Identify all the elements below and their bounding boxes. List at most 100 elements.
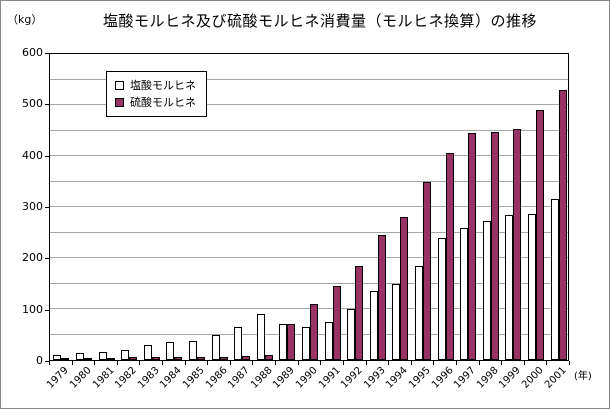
gridline [50, 257, 568, 258]
y-axis-tick [45, 104, 49, 106]
bar-morphine-sulfate [513, 129, 522, 360]
x-axis-tick [297, 361, 299, 365]
bar-morphine-hydrochloride [98, 352, 107, 360]
bar-morphine-hydrochloride [256, 314, 265, 360]
gridline [50, 282, 568, 284]
bar-morphine-hydrochloride [75, 353, 84, 360]
bar-morphine-sulfate [355, 265, 364, 360]
bar-morphine-hydrochloride [53, 354, 62, 360]
x-axis-tick [478, 361, 480, 365]
x-axis-tick [410, 361, 412, 365]
bar-morphine-sulfate [310, 303, 318, 360]
bar-morphine-sulfate [468, 133, 477, 360]
bar-morphine-hydrochloride [505, 214, 514, 360]
bar-morphine-sulfate [400, 217, 409, 360]
bar-morphine-sulfate [287, 324, 296, 360]
x-axis-tick [523, 361, 525, 365]
bar-morphine-sulfate [196, 356, 205, 360]
y-axis-label: 500 [22, 97, 43, 111]
y-axis-tick [45, 258, 49, 260]
bar-morphine-hydrochloride [392, 283, 401, 360]
bar-morphine-sulfate [219, 356, 228, 360]
bar-morphine-sulfate [174, 357, 183, 360]
bar-morphine-hydrochloride [211, 334, 220, 360]
bar-morphine-hydrochloride [460, 228, 469, 360]
x-axis-tick [252, 361, 254, 365]
gridline [50, 308, 568, 309]
legend: 塩酸モルヒネ 硫酸モルヒネ [106, 71, 207, 117]
bar-morphine-sulfate [83, 357, 92, 360]
x-axis-tick [342, 361, 344, 365]
x-axis-tick [184, 361, 186, 365]
x-axis-tick [433, 361, 435, 365]
x-axis-tick [116, 361, 118, 365]
gridline [50, 104, 568, 105]
bar-morphine-sulfate [106, 357, 115, 360]
x-axis-tick [229, 361, 231, 365]
gridline [50, 180, 568, 182]
bar-morphine-hydrochloride [369, 291, 378, 360]
x-axis-tick [207, 361, 209, 365]
bar-morphine-sulfate [536, 110, 545, 360]
chart-title: 塩酸モルヒネ及び硫酸モルヒネ消費量（モルヒネ換算）の推移 [102, 12, 537, 30]
y-axis-tick [45, 207, 49, 208]
gridline [50, 206, 568, 207]
x-axis-tick [569, 361, 570, 365]
legend-label: 硫酸モルヒネ [130, 96, 196, 109]
legend-swatch [115, 81, 124, 90]
y-axis-label: 0 [36, 354, 43, 367]
x-axis-tick [455, 361, 457, 365]
bar-morphine-hydrochloride [528, 213, 537, 360]
bar-morphine-sulfate [264, 354, 273, 360]
x-axis-tick [162, 361, 164, 365]
x-axis-tick [388, 361, 390, 365]
y-axis-label: 200 [22, 251, 43, 265]
y-axis-tick [45, 309, 49, 311]
y-axis-label: 600 [22, 46, 43, 59]
bar-morphine-sulfate [558, 89, 567, 360]
y-axis-label: 400 [22, 148, 43, 162]
legend-item: 硫酸モルヒネ [115, 94, 196, 111]
x-axis-tick [275, 361, 277, 365]
gridline [50, 78, 568, 80]
x-axis-tick [546, 361, 548, 365]
x-axis-tick [71, 361, 73, 365]
bar-morphine-hydrochloride [550, 199, 559, 360]
bar-morphine-hydrochloride [324, 321, 333, 360]
legend-label: 塩酸モルヒネ [130, 79, 196, 92]
legend-swatch [115, 98, 124, 107]
y-axis-label: 100 [22, 302, 43, 316]
bar-morphine-sulfate [151, 357, 160, 360]
bar-morphine-hydrochloride [302, 326, 310, 360]
gridline [50, 129, 568, 131]
y-axis-label: 300 [22, 200, 43, 213]
y-axis-tick [45, 361, 49, 362]
x-axis-tick [320, 361, 322, 365]
bar-morphine-sulfate [490, 131, 499, 360]
bar-morphine-hydrochloride [143, 344, 152, 360]
y-axis-tick [45, 155, 49, 157]
bar-morphine-sulfate [242, 355, 251, 360]
bar-morphine-hydrochloride [234, 326, 243, 360]
gridline [50, 231, 568, 233]
bar-morphine-sulfate [61, 357, 70, 360]
bar-morphine-hydrochloride [166, 342, 175, 360]
legend-item: 塩酸モルヒネ [115, 77, 196, 94]
bar-morphine-sulfate [377, 235, 386, 360]
bar-morphine-sulfate [129, 357, 138, 360]
y-axis-unit-label: （kg） [7, 13, 43, 26]
bar-morphine-hydrochloride [188, 340, 197, 360]
bar-morphine-hydrochloride [279, 324, 288, 360]
bar-morphine-sulfate [445, 153, 454, 360]
bar-morphine-hydrochloride [347, 309, 356, 360]
bar-morphine-hydrochloride [121, 349, 130, 360]
x-axis-tick [139, 361, 141, 365]
x-axis-unit-label: (年) [574, 371, 592, 382]
bar-morphine-sulfate [423, 181, 432, 360]
x-axis-tick [49, 361, 50, 365]
x-axis-tick [94, 361, 96, 365]
y-axis-tick [45, 53, 49, 54]
bar-morphine-hydrochloride [437, 237, 446, 360]
bar-morphine-hydrochloride [482, 221, 491, 360]
